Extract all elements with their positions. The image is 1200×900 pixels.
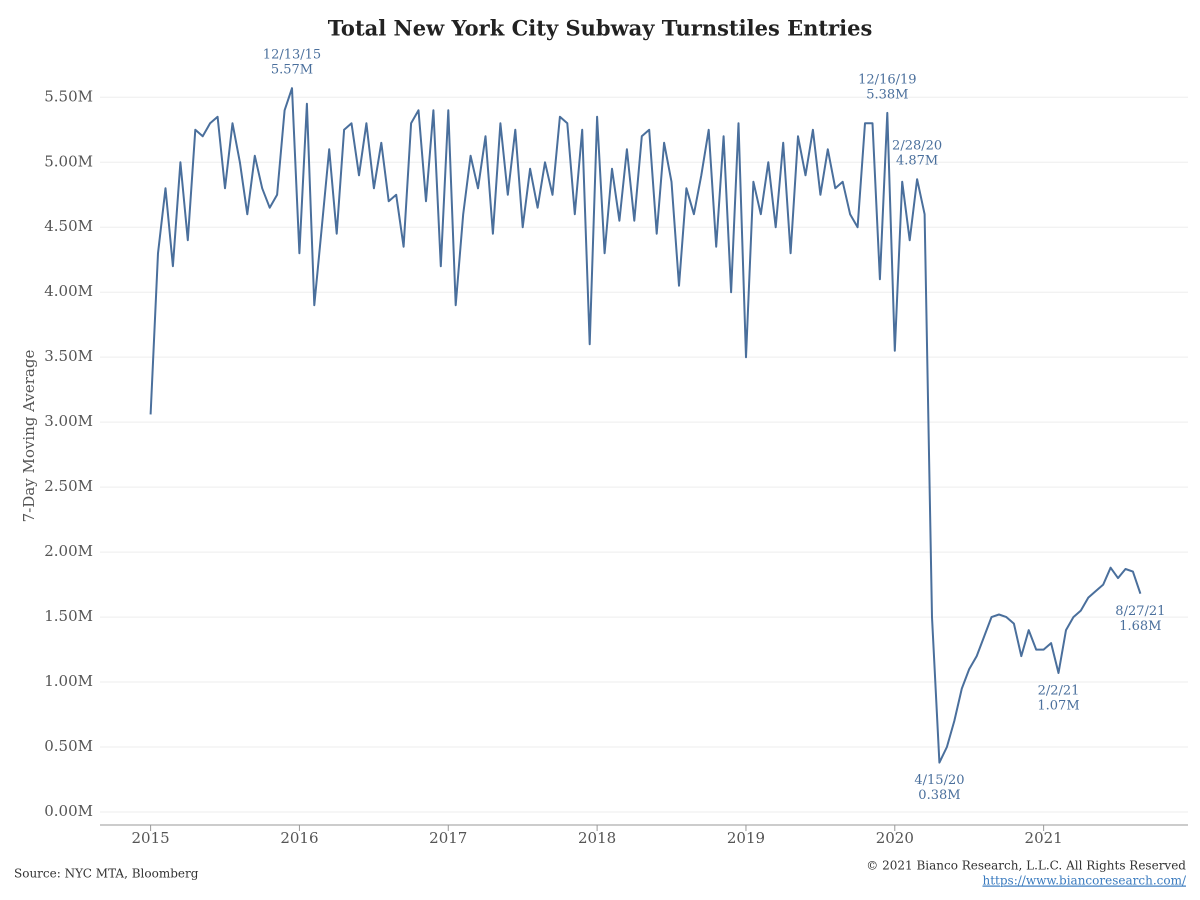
y-tick-label: 4.50M [44,217,93,235]
y-axis-label: 7-Day Moving Average [20,350,38,523]
annotation-value: 1.68M [1119,619,1161,634]
x-tick-label: 2017 [429,829,467,847]
annotation-value: 5.57M [271,63,313,78]
y-tick-label: 4.00M [44,282,93,300]
y-tick-label: 0.00M [44,802,93,820]
x-tick-label: 2016 [280,829,318,847]
y-tick-label: 3.00M [44,412,93,430]
y-tick-label: 3.50M [44,347,93,365]
x-tick-label: 2020 [876,829,914,847]
y-tick-label: 0.50M [44,737,93,755]
url[interactable]: https://www.biancoresearch.com/ [982,874,1186,888]
x-tick-label: 2018 [578,829,616,847]
annotation-date: 2/2/21 [1038,683,1080,698]
line [149,87,1142,764]
y-tick-label: 5.00M [44,152,93,170]
y-tick-label: 1.00M [44,672,93,690]
annotation-date: 12/13/15 [263,48,321,63]
annotation-value: 0.38M [918,788,960,803]
y-tick-label: 5.50M [44,87,93,105]
y-tick-label: 2.00M [44,542,93,560]
annotation-date: 8/27/21 [1115,604,1165,619]
x-tick-label: 2021 [1025,829,1063,847]
annotation-date: 2/28/20 [892,139,942,154]
x-tick-label: 2019 [727,829,765,847]
y-tick-label: 1.50M [44,607,93,625]
annotation-value: 1.07M [1037,698,1079,713]
annotation-value: 4.87M [896,154,938,169]
x-tick-label: 2015 [132,829,170,847]
copyright: © 2021 Bianco Research, L.L.C. All Right… [866,859,1186,873]
annotation-date: 12/16/19 [858,72,916,87]
annotation-date: 4/15/20 [914,773,964,788]
y-tick-label: 2.50M [44,477,93,495]
source: Source: NYC MTA, Bloomberg [14,867,199,881]
annotation-value: 5.38M [866,87,908,102]
chart-title: Total New York City Subway Turnstiles En… [328,16,873,41]
